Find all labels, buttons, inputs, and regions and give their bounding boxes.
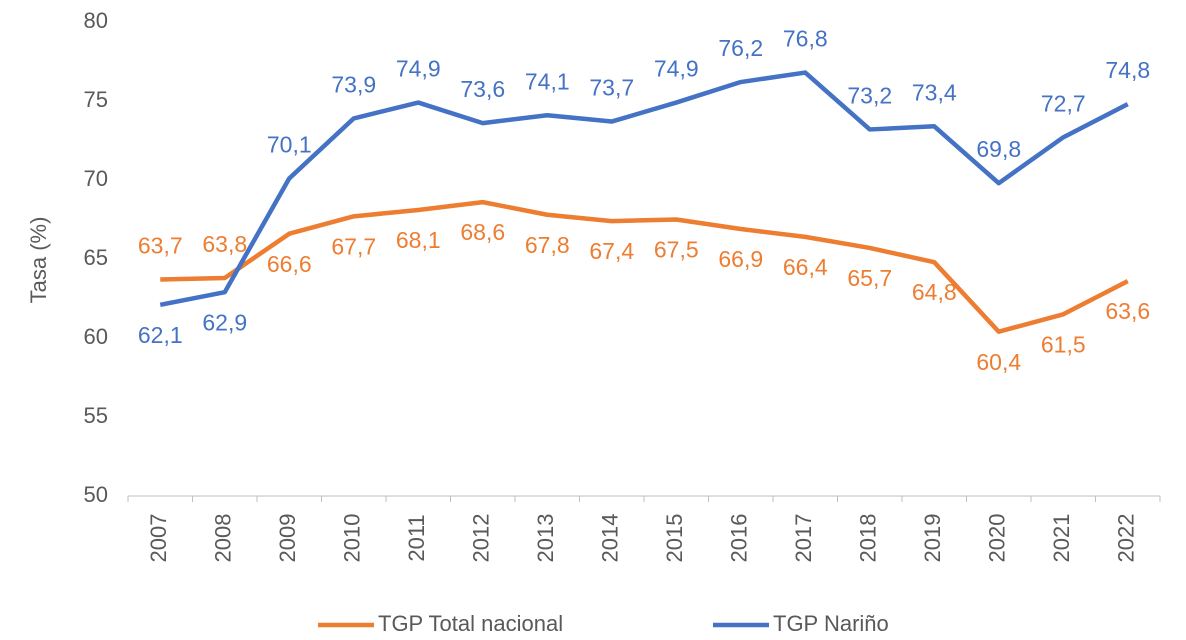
data-label: 67,7 [331,233,376,259]
data-label: 74,9 [396,56,441,82]
x-tick-label: 2008 [211,514,236,563]
legend-label: TGP Nariño [773,611,889,636]
data-label: 63,6 [1105,298,1150,324]
data-label: 66,9 [718,246,763,272]
x-tick-label: 2009 [275,514,300,563]
data-label: 74,8 [1105,57,1150,83]
x-tick-label: 2019 [920,514,945,563]
legend-label: TGP Total nacional [378,611,563,636]
x-tick-label: 2020 [985,514,1010,563]
data-label: 63,7 [138,233,183,259]
data-label: 68,6 [460,219,505,245]
x-tick-label: 2014 [598,514,623,563]
data-label: 66,6 [267,251,312,277]
data-label: 73,4 [912,79,957,105]
y-tick-label: 65 [84,245,108,270]
data-label: 70,1 [267,131,312,157]
data-label: 64,8 [912,279,957,305]
y-axis-title: Tasa (%) [26,217,51,304]
data-label: 74,9 [654,56,699,82]
data-label: 76,8 [783,26,828,52]
data-label: 73,7 [589,75,634,101]
y-tick-label: 50 [84,482,108,507]
x-tick-label: 2011 [404,514,429,561]
series-line [160,199,1129,334]
data-label: 62,9 [202,309,247,335]
x-tick-label: 2021 [1049,514,1074,563]
data-label: 67,4 [589,238,634,264]
data-label: 68,1 [396,227,441,253]
x-tick-label: 2017 [791,514,816,563]
data-label: 73,2 [847,83,892,109]
x-tick-label: 2013 [533,514,558,563]
data-label: 67,5 [654,237,699,263]
y-tick-label: 60 [84,324,108,349]
data-label: 72,7 [1041,90,1086,116]
data-label: 73,9 [331,71,376,97]
data-label: 61,5 [1041,331,1086,357]
data-label: 74,1 [525,68,570,94]
data-label: 69,8 [976,136,1021,162]
y-tick-label: 75 [84,87,108,112]
data-label: 60,4 [976,349,1021,375]
data-label: 65,7 [847,265,892,291]
data-label: 73,6 [460,76,505,102]
data-label: 66,4 [783,254,828,280]
y-tick-label: 55 [84,403,108,428]
data-label: 76,2 [718,35,763,61]
y-tick-label: 80 [84,8,108,33]
series-line [159,70,1129,308]
x-tick-label: 2007 [146,514,171,563]
data-label: 67,8 [525,232,570,258]
x-tick-label: 2015 [662,514,687,563]
x-tick-label: 2010 [340,514,365,563]
x-tick-label: 2022 [1114,514,1139,563]
x-tick-label: 2016 [727,514,752,563]
data-label: 62,1 [138,322,183,348]
y-tick-label: 70 [84,166,108,191]
x-tick-label: 2012 [469,514,494,563]
x-tick-label: 2018 [856,514,881,563]
data-label: 63,8 [202,231,247,257]
